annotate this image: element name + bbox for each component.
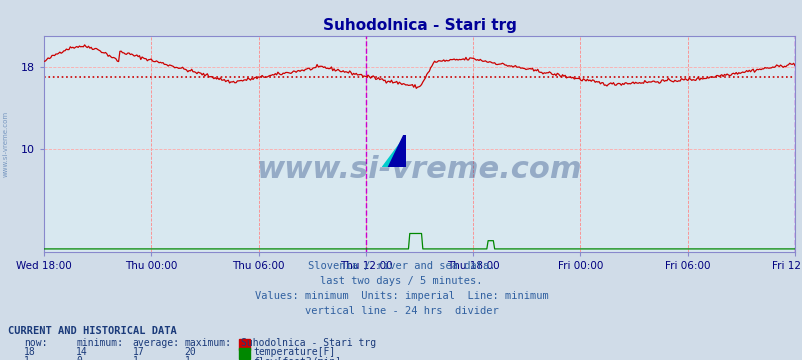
Text: last two days / 5 minutes.: last two days / 5 minutes.	[320, 276, 482, 286]
Text: vertical line - 24 hrs  divider: vertical line - 24 hrs divider	[304, 306, 498, 316]
Text: 1: 1	[24, 356, 30, 360]
Polygon shape	[388, 135, 406, 167]
Text: 18: 18	[24, 347, 36, 357]
Text: 14: 14	[76, 347, 88, 357]
Text: now:: now:	[24, 338, 47, 348]
Text: temperature[F]: temperature[F]	[253, 347, 334, 357]
Bar	[239, 348, 249, 359]
Text: 0: 0	[76, 356, 82, 360]
Text: www.si-vreme.com: www.si-vreme.com	[2, 111, 9, 177]
Text: Slovenia / river and sea data.: Slovenia / river and sea data.	[307, 261, 495, 271]
Polygon shape	[382, 135, 406, 167]
Text: minimum:: minimum:	[76, 338, 124, 348]
Title: Suhodolnica - Stari trg: Suhodolnica - Stari trg	[322, 18, 516, 33]
Bar	[239, 339, 249, 350]
Text: Values: minimum  Units: imperial  Line: minimum: Values: minimum Units: imperial Line: mi…	[254, 291, 548, 301]
Text: 1: 1	[132, 356, 138, 360]
Text: www.si-vreme.com: www.si-vreme.com	[257, 156, 581, 184]
Text: 1: 1	[184, 356, 190, 360]
Text: average:: average:	[132, 338, 180, 348]
Text: 17: 17	[132, 347, 144, 357]
Text: 20: 20	[184, 347, 196, 357]
Text: maximum:: maximum:	[184, 338, 232, 348]
Text: flow[foot3/min]: flow[foot3/min]	[253, 356, 341, 360]
Text: Suhodolnica - Stari trg: Suhodolnica - Stari trg	[241, 338, 375, 348]
Text: CURRENT AND HISTORICAL DATA: CURRENT AND HISTORICAL DATA	[8, 326, 176, 336]
